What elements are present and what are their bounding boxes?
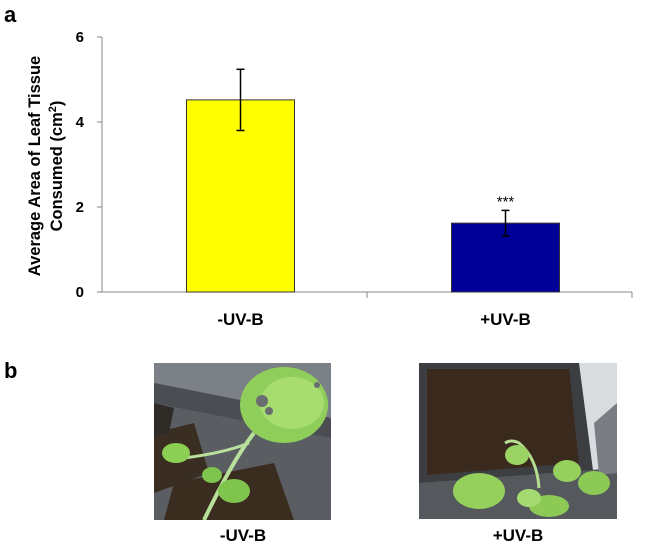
y-axis-label-line2: Consumed (cm2): [47, 101, 66, 232]
y-tick-label: 6: [76, 29, 84, 46]
axes: 0 2 4 6 -UV-B +UV-B: [76, 29, 633, 329]
panel-b-label: b: [4, 358, 18, 383]
photo-plus-uvb-image: [419, 363, 617, 519]
photo-minus-uvb-caption: -UV-B: [219, 526, 267, 545]
photo-plus-uvb: [419, 363, 617, 519]
photo-minus-uvb-image: [154, 363, 331, 520]
bars: ***: [186, 68, 560, 293]
y-tick-label: 0: [76, 284, 84, 301]
panel-a-label: a: [4, 2, 17, 27]
bar-chart: Average Area of Leaf Tissue Consumed (cm…: [26, 29, 633, 329]
significance-label: ***: [497, 193, 515, 210]
y-axis-label: Average Area of Leaf Tissue Consumed (cm…: [26, 56, 66, 276]
y-axis-label-line1: Average Area of Leaf Tissue: [26, 56, 44, 276]
x-tick-label: -UV-B: [217, 310, 263, 329]
bar-minus-uvb: [186, 99, 295, 293]
photo-minus-uvb: [154, 363, 331, 520]
y-tick-label: 4: [76, 114, 85, 131]
photo-plus-uvb-caption: +UV-B: [492, 526, 544, 545]
x-tick-label: +UV-B: [480, 310, 531, 329]
y-tick-label: 2: [76, 199, 84, 216]
